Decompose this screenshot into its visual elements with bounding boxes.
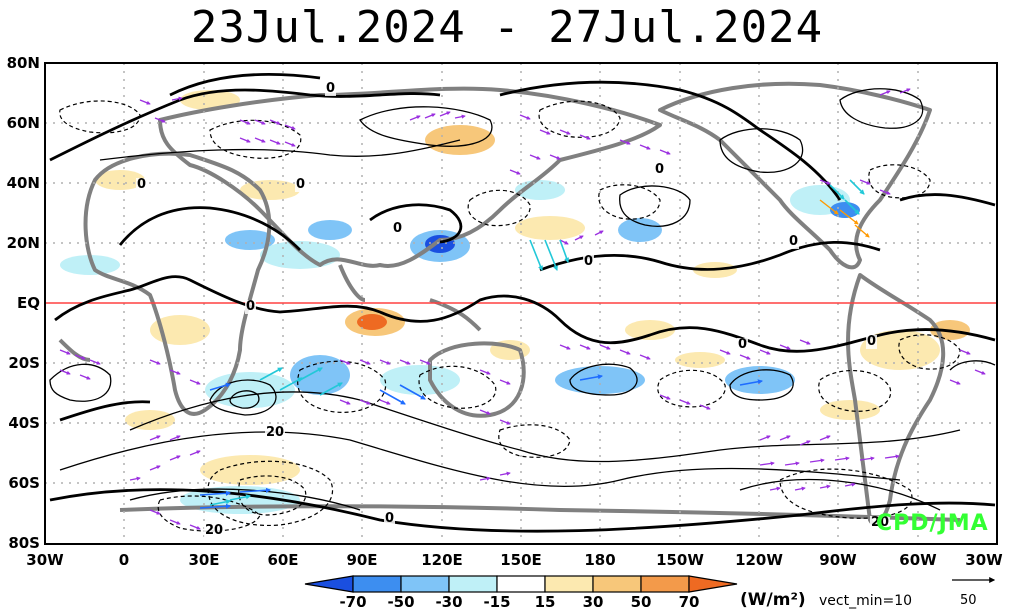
lon-label: 60W	[899, 551, 937, 569]
colorbar	[304, 575, 738, 593]
reference-vector-value: 50	[960, 593, 977, 608]
lat-label: 20S	[8, 354, 40, 372]
contour-label: 0	[325, 81, 337, 96]
lon-label: 90W	[819, 551, 857, 569]
colorbar-label: 30	[582, 593, 604, 611]
page-title: 23Jul.2024 - 27Jul.2024	[190, 2, 824, 53]
wave-activity-vectors	[59, 88, 986, 530]
lat-label: 60N	[6, 114, 40, 132]
lon-label: 30E	[188, 551, 220, 569]
lon-label: 60E	[267, 551, 299, 569]
credit-label: CPD/JMA	[876, 511, 989, 536]
lon-label: 30W	[965, 551, 1003, 569]
lat-label: EQ	[17, 294, 40, 312]
lat-label: 80S	[8, 534, 40, 552]
colorbar-label: -50	[387, 593, 415, 611]
plot-frame	[44, 62, 998, 545]
colorbar-label: -30	[435, 593, 463, 611]
contour-label: 20	[870, 515, 891, 530]
lat-label: 20N	[6, 234, 40, 252]
lon-label: 150E	[500, 551, 542, 569]
contours-solid	[49, 88, 996, 511]
contours-dashed	[59, 100, 961, 532]
contour-label: 0	[245, 299, 257, 314]
lon-label: 90E	[346, 551, 378, 569]
contour-label: 0	[136, 177, 148, 192]
colorbar-label: 15	[534, 593, 556, 611]
lat-label: 40N	[6, 174, 40, 192]
contour-label: 0	[788, 234, 800, 249]
lon-label: 150W	[656, 551, 704, 569]
lon-label: 0	[118, 551, 130, 569]
contour-label: 0	[866, 334, 878, 349]
colorbar-units: (W/m²)	[740, 590, 806, 610]
lon-label: 120W	[735, 551, 783, 569]
contour-label: 0	[392, 221, 404, 236]
contour-label: 0	[295, 177, 307, 192]
colorbar-label: -15	[483, 593, 511, 611]
contour-label: 0	[384, 511, 396, 526]
lat-label: 80N	[6, 54, 40, 72]
lon-label: 120E	[421, 551, 463, 569]
lat-label: 40S	[8, 414, 40, 432]
lon-label: 30W	[26, 551, 64, 569]
contour-label: 0	[654, 162, 666, 177]
colorbar-label: -70	[339, 593, 367, 611]
colorbar-label: 70	[678, 593, 700, 611]
contour-label: 20	[204, 523, 225, 538]
colorbar-label: 50	[630, 593, 652, 611]
contour-label: 20	[265, 425, 286, 440]
vector-minimum-note: vect_min=10	[819, 593, 913, 609]
lat-label: 60S	[8, 474, 40, 492]
contours-zero	[49, 72, 996, 533]
lon-label: 180	[584, 551, 616, 569]
contour-label: 0	[737, 337, 749, 352]
contour-label: 0	[583, 254, 595, 269]
